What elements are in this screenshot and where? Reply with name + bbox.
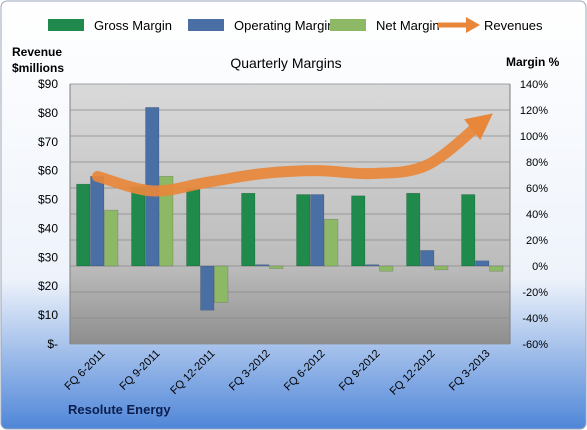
right-tick-label: 40%	[526, 209, 548, 221]
left-axis-label-line2: $millions	[12, 61, 64, 75]
bar-gross-margin-fq-3-2012	[241, 192, 256, 267]
bar-net-margin-fq-9-2012	[379, 265, 394, 272]
footer-company-name: Resolute Energy	[68, 402, 171, 417]
legend-item-gross-margin: Gross Margin	[48, 18, 172, 33]
right-tick-label: 120%	[520, 105, 548, 117]
bar-operating-margin-fq-3-2012	[255, 264, 270, 267]
right-tick-label: -60%	[522, 339, 548, 351]
legend-item-revenues: Revenues	[438, 17, 543, 33]
bar-gross-margin-fq-12-2011	[186, 189, 201, 267]
right-axis-label: Margin %	[506, 55, 560, 69]
legend-arrow-icon	[466, 17, 480, 33]
revenue-line-group	[92, 113, 493, 197]
left-axis-ticks: $- $10 $20 $30 $40 $50 $60 $70 $80 $90	[38, 77, 58, 351]
legend-label: Gross Margin	[94, 18, 172, 33]
right-tick-label: 60%	[526, 183, 548, 195]
legend-label: Revenues	[484, 18, 543, 33]
left-axis-label-line1: Revenue	[12, 45, 62, 59]
revenues-line	[92, 113, 493, 197]
legend-label: Operating Margin	[234, 18, 334, 33]
legend: Gross Margin Operating Margin Net Margin Re…	[48, 17, 543, 33]
right-tick-label: 80%	[526, 157, 548, 169]
bar-net-margin-fq-3-2013	[489, 265, 504, 272]
right-tick-label: 140%	[520, 79, 548, 91]
left-tick-label: $90	[38, 77, 58, 91]
legend-item-operating-margin: Operating Margin	[188, 18, 334, 33]
bar-net-margin-fq-9-2011	[159, 176, 174, 267]
left-tick-label: $50	[38, 193, 58, 207]
left-tick-label: $60	[38, 164, 58, 178]
right-tick-label: 100%	[520, 131, 548, 143]
chart-title: Quarterly Margins	[230, 55, 341, 71]
right-tick-label: 0%	[532, 261, 548, 273]
bars	[76, 107, 504, 311]
bar-gross-margin-fq-9-2011	[131, 186, 146, 267]
right-tick-label: -20%	[522, 287, 548, 299]
bar-gross-margin-fq-6-2012	[296, 194, 311, 267]
right-tick-label: 20%	[526, 235, 548, 247]
left-tick-label: $40	[38, 221, 58, 235]
bar-operating-margin-fq-6-2012	[310, 194, 325, 267]
legend-item-net-margin: Net Margin	[330, 18, 440, 33]
bar-net-margin-fq-12-2012	[434, 265, 449, 271]
bar-net-margin-fq-12-2011	[214, 265, 229, 303]
right-axis-ticks: -60% -40% -20% 0% 20% 40% 60% 80% 100% 120% 140%	[520, 79, 548, 351]
bar-gross-margin-fq-3-2013	[461, 194, 476, 267]
bar-net-margin-fq-3-2012	[269, 265, 284, 269]
legend-swatch	[330, 19, 366, 31]
bar-gross-margin-fq-12-2012	[406, 192, 421, 267]
legend-swatch	[48, 19, 84, 31]
bar-gross-margin-fq-6-2011	[76, 183, 91, 267]
bar-operating-margin-fq-12-2011	[200, 265, 215, 311]
right-tick-label: -40%	[522, 313, 548, 325]
left-tick-label: $30	[38, 250, 58, 264]
left-tick-label: $20	[38, 279, 58, 293]
bar-operating-margin-fq-6-2011	[90, 176, 105, 267]
bar-gross-margin-fq-9-2012	[351, 195, 366, 267]
left-tick-label: $80	[38, 106, 58, 120]
bar-operating-margin-fq-9-2012	[365, 264, 380, 267]
left-tick-label: $-	[47, 337, 58, 351]
bar-operating-margin-fq-3-2013	[475, 260, 490, 267]
legend-label: Net Margin	[376, 18, 440, 33]
bar-net-margin-fq-6-2011	[104, 209, 119, 267]
left-tick-label: $70	[38, 135, 58, 149]
legend-swatch	[188, 19, 224, 31]
bar-operating-margin-fq-12-2012	[420, 250, 435, 267]
left-tick-label: $10	[38, 308, 58, 322]
bar-net-margin-fq-6-2012	[324, 218, 339, 267]
